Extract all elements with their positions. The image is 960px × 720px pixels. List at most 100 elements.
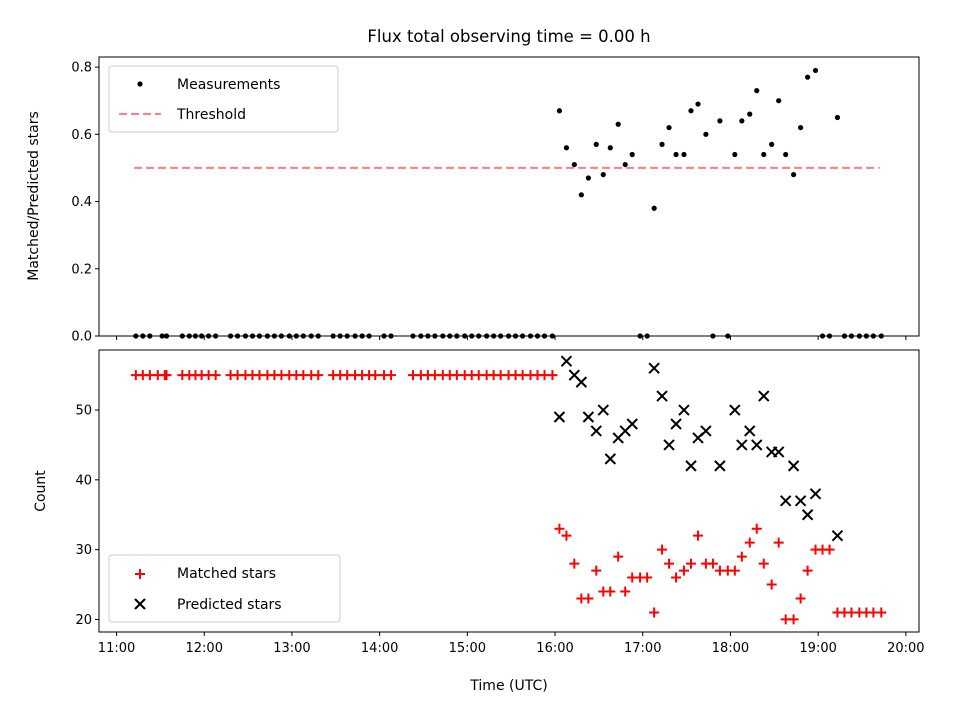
legend-matched-marker: [135, 569, 145, 579]
legend-threshold-label: Threshold: [176, 107, 246, 123]
measurements-point: [622, 161, 628, 168]
legend-measurements-marker: [137, 81, 143, 87]
predicted-stars-point: [736, 439, 748, 451]
matched-stars-point: [678, 565, 689, 576]
measurements-point: [805, 74, 811, 80]
matched-stars-point: [642, 572, 653, 583]
measurements-point: [761, 151, 767, 158]
predicted-stars-point: [772, 446, 785, 458]
top-panel: 0.00.20.40.60.8 Matched/Predicted stars …: [26, 56, 920, 345]
measurements-point: [834, 114, 841, 121]
measurements-point: [754, 88, 760, 94]
matched-stars-point: [751, 523, 762, 534]
predicted-stars-point: [758, 390, 770, 402]
matched-stars-point: [613, 551, 624, 562]
measurements-point: [739, 118, 745, 124]
measurements-point: [695, 101, 701, 107]
top-y-tick-label: 0.0: [71, 330, 92, 345]
bottom-y-tick-label: 30: [75, 543, 92, 558]
measurements-point: [783, 151, 789, 158]
matched-stars-point: [758, 558, 769, 569]
predicted-stars-point: [744, 425, 756, 437]
measurements-point: [629, 151, 635, 158]
measurements-point: [651, 205, 657, 211]
top-y-tick-label: 0.6: [71, 128, 92, 143]
x-tick-label: 15:00: [449, 641, 486, 656]
matched-stars-point: [649, 607, 660, 618]
bottom-y-tick-label: 50: [75, 404, 92, 419]
bottom-y-axis-label: Count: [33, 470, 49, 512]
measurements-point: [615, 121, 621, 127]
predicted-stars-point: [626, 418, 638, 430]
top-plot-frame: [98, 56, 920, 337]
predicted-stars-point: [809, 488, 822, 500]
measurements-point: [769, 141, 775, 147]
matched-stars-point: [161, 370, 172, 381]
matched-stars-point: [685, 558, 696, 569]
matched-stars-point: [802, 565, 813, 576]
bottom-y-tick-label: 20: [75, 613, 92, 628]
measurements-point: [578, 192, 584, 198]
predicted-stars-point: [751, 439, 763, 451]
top-y-tick-label: 0.4: [71, 195, 92, 210]
matched-stars-point: [773, 537, 784, 548]
x-axis-label: Time (UTC): [469, 678, 547, 694]
measurements-point: [659, 141, 665, 147]
bottom-y-tick-label: 40: [75, 473, 92, 488]
bottom-panel: 11:00 12:00 13:00 14:00 15:00 16:00 17:00 18:00…: [33, 349, 925, 656]
matched-stars-point: [313, 370, 324, 381]
measurements-point: [688, 108, 694, 114]
x-tick-label: 19:00: [799, 641, 836, 656]
predicted-stars-point: [779, 495, 792, 507]
measurements-point: [681, 151, 687, 158]
predicted-stars-point: [685, 460, 697, 472]
legend-predicted-marker: [134, 598, 146, 610]
measurements-point: [673, 151, 679, 158]
predicted-stars-point: [787, 460, 800, 472]
matched-stars-point: [824, 544, 835, 555]
measurements-point: [812, 67, 819, 74]
top-axis-ticks: 0.0 0.2 0.4 0.6 0.8: [71, 61, 907, 345]
predicted-stars-point: [831, 529, 844, 542]
bottom-legend: Matched stars Predicted stars: [108, 554, 341, 623]
predicted-stars-point: [700, 425, 712, 437]
predicted-stars-point: [678, 404, 690, 416]
predicted-stars-point: [582, 411, 595, 423]
bottom-marks-layer: [130, 355, 887, 625]
legend-measurements-label: Measurements: [177, 77, 280, 93]
matched-stars-point: [692, 530, 703, 541]
matched-stars-point: [736, 551, 747, 562]
matched-stars-point: [591, 565, 602, 576]
matched-stars-point: [766, 579, 777, 590]
matched-stars-point: [569, 558, 580, 569]
x-tick-label: 20:00: [887, 641, 924, 656]
matched-stars-point: [729, 565, 740, 576]
top-y-axis-label: Matched/Predicted stars: [26, 111, 42, 281]
measurements-point: [717, 118, 723, 124]
predicted-stars-point: [553, 411, 566, 423]
matched-stars-point: [620, 586, 631, 597]
x-tick-label: 11:00: [98, 641, 135, 656]
predicted-stars-point: [801, 509, 814, 521]
matched-stars-point: [671, 572, 682, 583]
predicted-stars-point: [597, 404, 609, 416]
measurements-point: [556, 108, 563, 114]
x-tick-label: 12:00: [186, 641, 223, 656]
top-y-tick-label: 0.8: [71, 61, 92, 76]
measurements-point: [571, 161, 577, 168]
x-tick-label: 13:00: [273, 641, 310, 656]
measurements-point: [703, 131, 709, 137]
bottom-plot-frame: [98, 349, 920, 633]
matched-stars-point: [547, 370, 558, 381]
matched-stars-point: [370, 370, 381, 381]
x-tick-label: 16:00: [536, 641, 573, 656]
top-legend: Measurements Threshold: [108, 65, 339, 133]
matched-stars-point: [554, 523, 565, 534]
x-tick-label: 18:00: [712, 641, 749, 656]
measurements-point: [776, 98, 782, 104]
bottom-legend-box: [108, 554, 341, 623]
predicted-stars-point: [648, 362, 660, 374]
matched-stars-point: [707, 558, 718, 569]
measurements-point: [585, 175, 591, 181]
